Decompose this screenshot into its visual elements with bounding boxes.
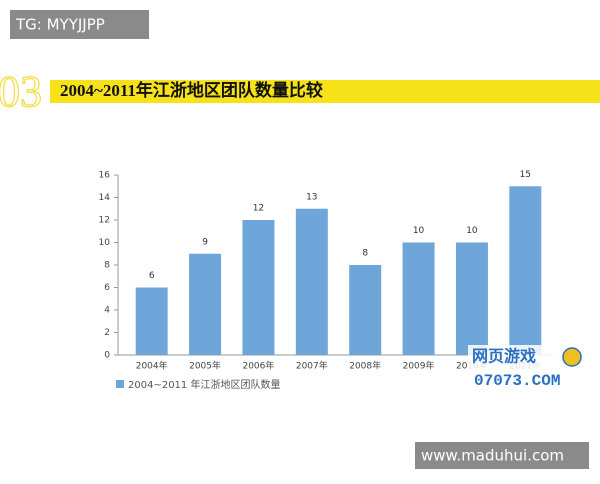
data-label: 10 <box>413 226 425 236</box>
site-watermark: www.maduhui.com <box>421 447 564 465</box>
legend-label: 2004~2011 年江浙地区团队数量 <box>128 378 280 391</box>
x-tick-label: 2008年 <box>349 360 381 372</box>
y-tick-label: 16 <box>99 171 111 181</box>
bar <box>242 220 275 355</box>
x-tick-label: 2006年 <box>242 360 274 372</box>
bar <box>135 287 168 355</box>
y-tick-label: 14 <box>99 193 111 203</box>
data-label: 8 <box>362 249 368 259</box>
watermark: TG: MYYJJPP <box>15 16 105 34</box>
bar <box>349 265 382 355</box>
bar <box>189 253 222 355</box>
header-band <box>50 80 600 103</box>
legend-swatch <box>116 380 124 388</box>
y-tick-label: 2 <box>104 328 110 338</box>
y-tick-label: 6 <box>104 283 110 293</box>
y-tick-label: 10 <box>99 238 111 248</box>
x-tick-label: 2007年 <box>296 360 328 372</box>
logo-icon <box>562 347 582 367</box>
x-tick-label: 2004年 <box>136 360 168 372</box>
data-label: 10 <box>466 226 478 236</box>
site-box <box>415 442 589 469</box>
data-label: 12 <box>253 204 264 214</box>
bar <box>455 242 488 355</box>
chart-title: 2004~2011年江浙地区团队数量比较 <box>60 80 323 100</box>
data-label: 6 <box>149 271 155 281</box>
y-tick-label: 8 <box>104 261 110 271</box>
y-tick-label: 12 <box>99 216 110 226</box>
bar <box>509 186 542 355</box>
section-number: 03 <box>0 67 42 116</box>
y-tick-label: 0 <box>104 351 110 361</box>
bar <box>402 242 435 355</box>
bar <box>295 208 328 355</box>
x-tick-label: 2009年 <box>403 360 435 372</box>
data-label: 13 <box>306 192 317 202</box>
x-tick-label: 2005年 <box>189 360 221 372</box>
data-label: 15 <box>520 170 531 180</box>
data-label: 9 <box>202 237 208 247</box>
logo-line2: 07073.COM <box>474 372 560 390</box>
y-tick-label: 4 <box>104 306 110 316</box>
logo-line1: 网页游戏 <box>472 347 536 366</box>
watermark-box <box>10 10 149 39</box>
